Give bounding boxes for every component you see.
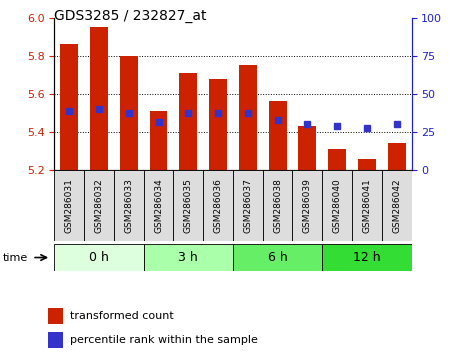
Text: transformed count: transformed count: [70, 312, 174, 321]
Bar: [179, 73, 197, 170]
Bar: [298, 126, 316, 170]
Text: percentile rank within the sample: percentile rank within the sample: [70, 335, 258, 346]
Bar: [328, 149, 346, 170]
Bar: [174, 170, 203, 241]
Text: GSM286031: GSM286031: [65, 178, 74, 233]
Text: GSM286036: GSM286036: [214, 178, 223, 233]
Bar: [239, 65, 257, 170]
Text: GSM286042: GSM286042: [392, 178, 401, 233]
Text: GSM286038: GSM286038: [273, 178, 282, 233]
Bar: [269, 102, 287, 170]
Bar: [203, 170, 233, 241]
Bar: [263, 170, 292, 241]
Bar: [90, 27, 108, 170]
Bar: [233, 244, 322, 271]
Bar: [388, 143, 405, 170]
Bar: [114, 170, 144, 241]
Bar: [120, 56, 138, 170]
Text: GDS3285 / 232827_at: GDS3285 / 232827_at: [54, 9, 207, 23]
Text: GSM286039: GSM286039: [303, 178, 312, 233]
Bar: [322, 170, 352, 241]
Text: GSM286035: GSM286035: [184, 178, 193, 233]
Bar: [358, 159, 376, 170]
Text: GSM286033: GSM286033: [124, 178, 133, 233]
Bar: [49, 308, 62, 324]
Text: 6 h: 6 h: [268, 251, 288, 264]
Bar: [209, 79, 227, 170]
Bar: [352, 170, 382, 241]
Bar: [233, 170, 263, 241]
Bar: [54, 244, 144, 271]
Text: GSM286032: GSM286032: [95, 178, 104, 233]
Bar: [54, 170, 84, 241]
Text: 12 h: 12 h: [353, 251, 381, 264]
Bar: [292, 170, 322, 241]
Bar: [322, 244, 412, 271]
Text: GSM286041: GSM286041: [362, 178, 371, 233]
Text: time: time: [2, 252, 27, 263]
Text: GSM286034: GSM286034: [154, 178, 163, 233]
Bar: [49, 332, 62, 348]
Bar: [144, 244, 233, 271]
Bar: [84, 170, 114, 241]
Bar: [144, 170, 174, 241]
Bar: [61, 44, 78, 170]
Text: GSM286040: GSM286040: [333, 178, 342, 233]
Text: 3 h: 3 h: [178, 251, 198, 264]
Text: GSM286037: GSM286037: [243, 178, 252, 233]
Text: 0 h: 0 h: [89, 251, 109, 264]
Bar: [149, 111, 167, 170]
Bar: [382, 170, 412, 241]
